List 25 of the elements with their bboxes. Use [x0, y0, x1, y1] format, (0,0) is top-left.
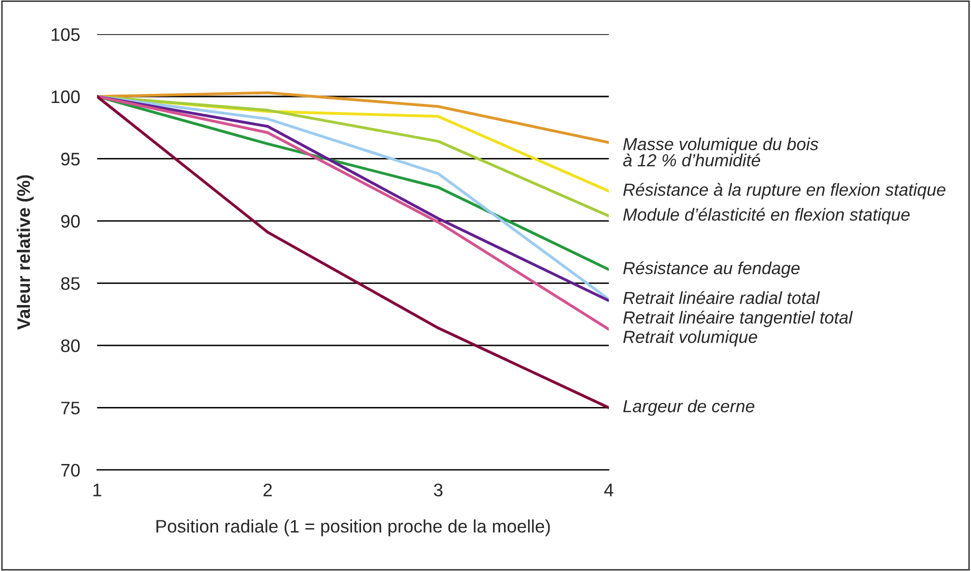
series-label: Module d’élasticité en flexion statique	[623, 208, 910, 224]
series-label: Retrait linéaire tangentiel total	[623, 310, 853, 328]
y-tick-label: 85	[61, 277, 80, 290]
series-label: Résistance à la rupture en flexion statique	[623, 182, 946, 200]
y-tick-label: 105	[52, 28, 80, 41]
y-tick-label: 80	[61, 339, 80, 352]
x-tick-label: 3	[434, 484, 442, 496]
x-axis-title: Position radiale (1 = position proche de la moelle)	[156, 519, 550, 536]
series-label: Résistance au fendage	[623, 261, 800, 278]
line-series	[97, 91, 609, 144]
line-series	[97, 95, 609, 410]
x-tick-label: 4	[604, 484, 614, 496]
line-series	[97, 95, 609, 218]
y-tick-label: 95	[61, 152, 80, 166]
series-label: Largeur de cerne	[623, 400, 754, 416]
y-tick-label: 90	[61, 214, 80, 228]
y-tick-label: 75	[61, 402, 80, 414]
x-tick-label: 2	[264, 484, 272, 496]
series-label: Retrait volumique	[623, 330, 758, 346]
series-label: Masse volumique du bois à 12 % d’humidité	[623, 137, 818, 166]
y-axis-title: Valeur relative (%)	[16, 175, 34, 330]
x-tick-label: 1	[93, 484, 102, 496]
y-tick-label: 100	[52, 90, 80, 104]
series-label: Retrait linéaire radial total	[623, 291, 820, 304]
y-tick-label: 70	[61, 464, 80, 477]
